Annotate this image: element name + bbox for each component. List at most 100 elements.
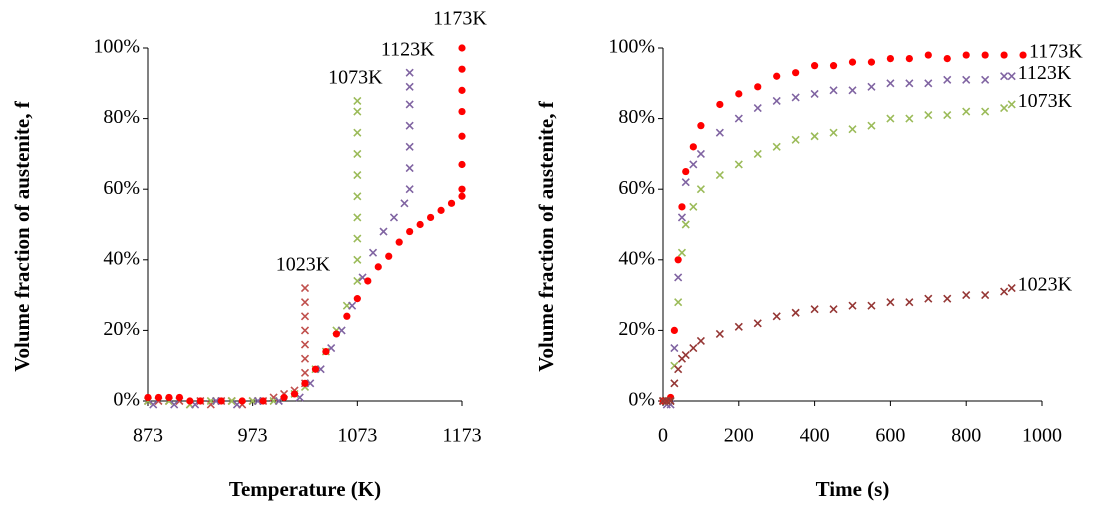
- point: [734, 160, 743, 169]
- point: [681, 220, 690, 229]
- point: [689, 160, 698, 169]
- point: [353, 192, 362, 201]
- point: [458, 192, 466, 200]
- series-label: 1123K: [381, 38, 435, 60]
- point: [678, 203, 686, 211]
- point: [353, 234, 362, 243]
- point: [886, 298, 895, 307]
- point: [791, 308, 800, 317]
- point: [211, 396, 221, 406]
- x-tick-label: 200: [724, 425, 754, 447]
- point: [867, 121, 876, 130]
- point: [697, 122, 705, 130]
- point: [300, 283, 310, 293]
- point: [981, 75, 990, 84]
- point: [848, 86, 857, 95]
- y-tick-label: 60%: [103, 177, 140, 199]
- point: [772, 312, 781, 321]
- point: [368, 248, 378, 257]
- x-tick-label: 1073: [337, 425, 377, 447]
- point: [689, 202, 698, 211]
- series-label: 1123K: [1018, 62, 1072, 84]
- point: [924, 111, 933, 120]
- x-tick-label: 800: [951, 425, 981, 447]
- point: [186, 397, 194, 405]
- point: [353, 107, 362, 116]
- point: [810, 132, 819, 141]
- point: [715, 329, 724, 338]
- point: [290, 390, 299, 398]
- point: [353, 276, 362, 286]
- point: [670, 343, 679, 353]
- point: [405, 142, 414, 151]
- point: [300, 368, 310, 377]
- point: [458, 44, 466, 52]
- point: [962, 291, 971, 300]
- x-axis-label: Temperature (K): [229, 477, 381, 501]
- point: [734, 322, 743, 331]
- point: [154, 393, 163, 402]
- point: [253, 396, 262, 406]
- point: [1000, 72, 1009, 81]
- y-tick-label: 100%: [608, 36, 655, 58]
- point: [981, 51, 989, 59]
- point: [427, 213, 435, 222]
- point: [867, 58, 876, 66]
- point: [238, 397, 246, 405]
- point: [405, 82, 414, 91]
- point: [405, 163, 414, 173]
- point: [943, 75, 952, 84]
- point: [1000, 103, 1009, 113]
- point: [848, 58, 857, 66]
- x-tick-label: 400: [800, 425, 830, 447]
- point: [405, 121, 414, 130]
- point: [677, 213, 687, 222]
- point: [848, 301, 857, 310]
- point: [379, 227, 388, 236]
- point: [829, 86, 838, 95]
- point: [353, 213, 362, 222]
- point: [810, 89, 819, 98]
- point: [681, 351, 690, 360]
- point: [389, 213, 399, 222]
- point: [666, 396, 675, 406]
- point: [696, 185, 705, 194]
- point: [772, 96, 781, 106]
- point: [962, 107, 971, 116]
- point: [269, 393, 278, 402]
- point: [829, 305, 838, 314]
- point: [674, 365, 683, 374]
- point: [791, 93, 800, 102]
- point: [716, 100, 724, 109]
- y-tick-label: 20%: [103, 318, 140, 340]
- point: [905, 298, 914, 307]
- point: [385, 252, 393, 260]
- point: [343, 312, 351, 320]
- point: [196, 397, 204, 405]
- point: [1000, 51, 1008, 59]
- point: [867, 301, 876, 310]
- point: [905, 79, 914, 88]
- point: [689, 143, 697, 151]
- point: [810, 305, 819, 314]
- point: [867, 82, 876, 91]
- point: [437, 206, 445, 214]
- point: [300, 354, 310, 363]
- point: [924, 79, 933, 88]
- point: [458, 132, 466, 140]
- point: [886, 54, 895, 63]
- point: [689, 343, 698, 353]
- point: [300, 312, 310, 321]
- point: [674, 273, 683, 282]
- point: [322, 347, 330, 356]
- point: [924, 294, 933, 303]
- point: [405, 100, 414, 109]
- point: [458, 160, 466, 169]
- point: [943, 294, 952, 303]
- point: [981, 107, 990, 116]
- point: [753, 319, 762, 328]
- y-tick-label: 40%: [103, 247, 140, 269]
- y-axis-label: Volume fraction of austenite, f: [10, 100, 34, 371]
- point: [353, 255, 362, 264]
